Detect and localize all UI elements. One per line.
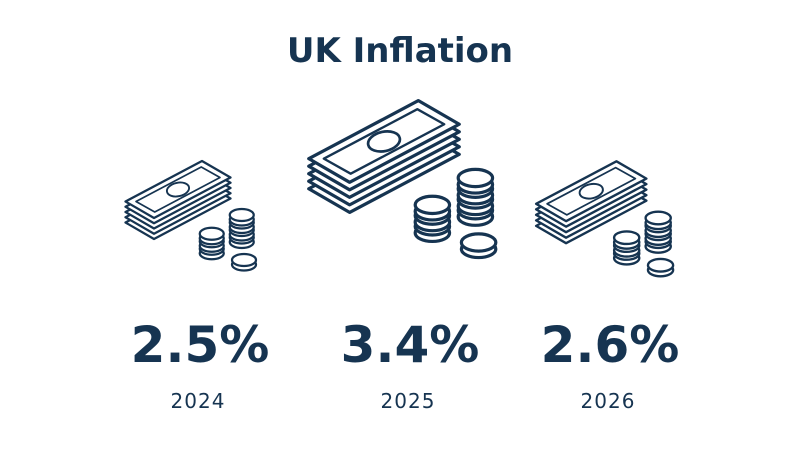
money-icon <box>536 161 673 276</box>
stat-year: 2024 <box>171 389 226 413</box>
title: UK Inflation <box>287 31 513 71</box>
money-icon <box>309 101 496 258</box>
stat-value: 2.6% <box>541 316 680 374</box>
money-icon <box>126 161 257 271</box>
stat-year: 2025 <box>381 389 436 413</box>
stat-year: 2026 <box>581 389 636 413</box>
stat-value: 2.5% <box>131 316 270 374</box>
stat-value: 3.4% <box>341 316 480 374</box>
stats: 2.5% 2024 3.4% 2025 2.6% 2026 <box>131 316 680 413</box>
